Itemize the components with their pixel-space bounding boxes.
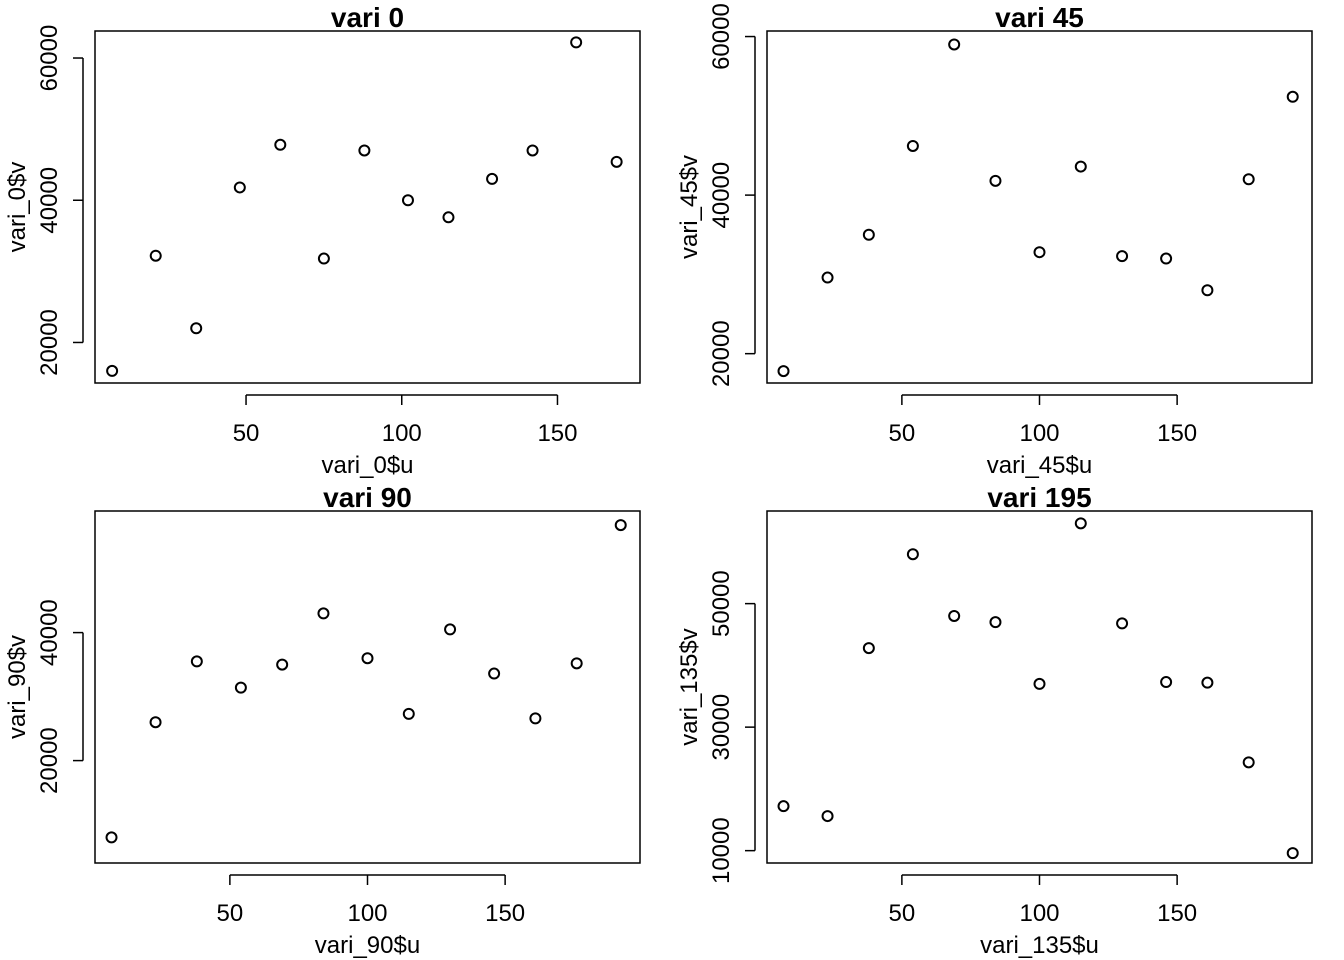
data-point	[149, 249, 162, 262]
plot-frame	[766, 30, 1313, 384]
data-point	[570, 36, 583, 49]
y-tick-label: 40000	[36, 599, 63, 666]
x-tick-label: 150	[537, 420, 577, 447]
data-point	[1201, 676, 1214, 689]
plot-title: vari 195	[987, 482, 1091, 513]
data-point	[989, 174, 1002, 187]
x-tick-label: 50	[889, 420, 916, 447]
data-point	[274, 138, 287, 151]
scatter-panel-4: vari 195 vari_135$u vari_135$v 50 100 150 1000…	[676, 482, 1313, 959]
data-point	[989, 616, 1002, 629]
data-point	[906, 139, 919, 152]
y-tick-label: 20000	[36, 309, 63, 376]
y-axis-label: vari_0$v	[4, 162, 31, 253]
data-point	[233, 181, 246, 194]
x-tick-label: 50	[217, 900, 244, 927]
data-point	[862, 228, 875, 241]
data-point	[276, 658, 289, 671]
y-tick-label: 20000	[36, 727, 63, 794]
x-tick-label: 150	[1157, 900, 1197, 927]
data-point	[444, 623, 457, 636]
plot-title: vari 45	[995, 2, 1084, 33]
data-point	[862, 642, 875, 655]
data-point	[777, 365, 790, 378]
scatter-panel-2: vari 45 vari_45$u vari_45$v 50 100 150 20000 40…	[676, 2, 1313, 479]
plot-frame	[94, 30, 641, 384]
data-point	[526, 144, 539, 157]
data-point	[1242, 173, 1255, 186]
x-axis-label: vari_0$u	[321, 452, 413, 479]
data-point	[401, 194, 414, 207]
x-axis-label: vari_45$u	[987, 452, 1092, 479]
data-point	[488, 667, 501, 680]
data-point	[777, 800, 790, 813]
data-point	[358, 144, 371, 157]
x-tick-label: 100	[347, 900, 387, 927]
data-point	[906, 548, 919, 561]
data-point	[1286, 847, 1299, 860]
data-point	[948, 609, 961, 622]
data-point	[610, 155, 623, 168]
data-point	[317, 607, 330, 620]
data-point	[570, 657, 583, 670]
data-point	[190, 655, 203, 668]
data-point	[190, 322, 203, 335]
y-axis-label: vari_90$v	[4, 635, 31, 739]
data-point	[1160, 252, 1173, 265]
plot-title: vari 90	[323, 482, 412, 513]
data-point	[1116, 617, 1129, 630]
data-point	[317, 252, 330, 265]
y-tick-label: 40000	[708, 162, 735, 229]
data-point	[402, 707, 415, 720]
data-point	[821, 810, 834, 823]
scatter-panel-3: vari 90 vari_90$u vari_90$v 50 100 150 20000 40…	[4, 482, 641, 959]
data-point	[105, 831, 118, 844]
plot-frame	[766, 510, 1313, 864]
plot-frame	[94, 510, 641, 864]
data-point	[948, 38, 961, 51]
x-axis-label: vari_90$u	[315, 932, 420, 959]
data-point	[614, 519, 627, 532]
data-point	[1242, 756, 1255, 769]
scatter-panel-1: vari 0 vari_0$u vari_0$v 50 100 150 20000 40000…	[4, 2, 641, 479]
data-point	[1074, 160, 1087, 173]
data-point	[1116, 250, 1129, 263]
y-tick-label: 40000	[36, 167, 63, 234]
x-axis-label: vari_135$u	[980, 932, 1099, 959]
data-point	[106, 364, 119, 377]
data-point	[442, 211, 455, 224]
y-tick-label: 60000	[708, 3, 735, 70]
x-tick-label: 50	[889, 900, 916, 927]
data-point	[821, 271, 834, 284]
y-axis-label: vari_45$v	[676, 155, 703, 259]
x-tick-label: 150	[485, 900, 525, 927]
data-point	[1160, 676, 1173, 689]
data-point	[1033, 246, 1046, 259]
plot-title: vari 0	[331, 2, 404, 33]
x-tick-label: 150	[1157, 420, 1197, 447]
x-tick-label: 50	[233, 420, 260, 447]
y-tick-label: 30000	[708, 694, 735, 761]
y-tick-label: 50000	[708, 570, 735, 637]
data-point	[1033, 677, 1046, 690]
data-point	[1201, 284, 1214, 297]
data-point	[529, 712, 542, 725]
data-point	[1286, 90, 1299, 103]
y-tick-label: 60000	[36, 25, 63, 92]
y-axis-label: vari_135$v	[676, 628, 703, 745]
x-tick-label: 100	[1019, 900, 1059, 927]
data-point	[149, 716, 162, 729]
y-tick-label: 10000	[708, 817, 735, 884]
data-point	[234, 681, 247, 694]
x-tick-label: 100	[382, 420, 422, 447]
x-tick-label: 100	[1019, 420, 1059, 447]
data-point	[1074, 517, 1087, 530]
data-point	[361, 652, 374, 665]
y-tick-label: 20000	[708, 320, 735, 387]
data-point	[486, 172, 499, 185]
